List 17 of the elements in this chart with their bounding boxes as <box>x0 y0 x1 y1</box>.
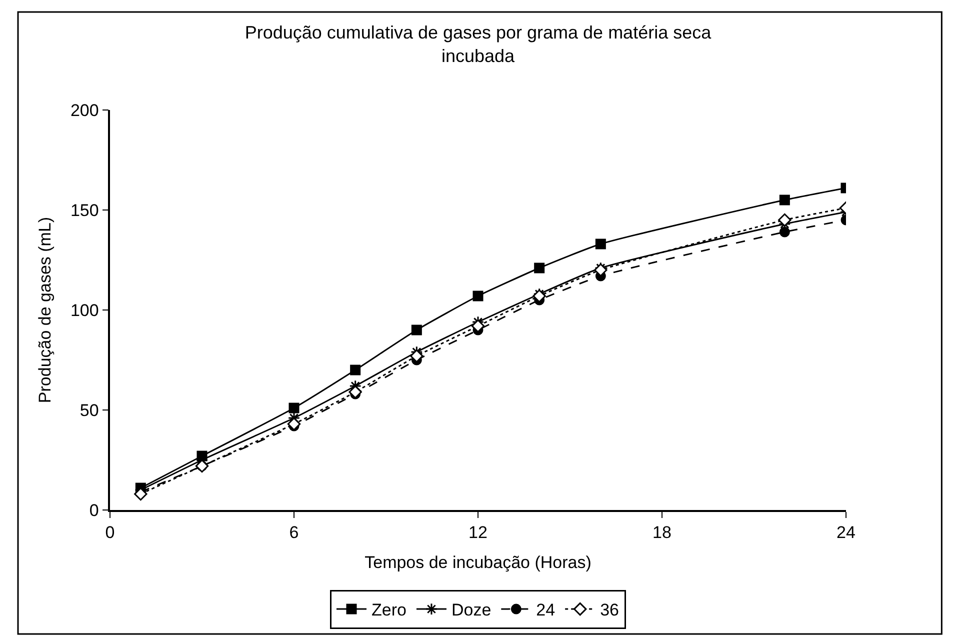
x-tick-label: 6 <box>289 523 299 542</box>
y-tick-label: 100 <box>70 300 99 320</box>
y-tick-label: 50 <box>80 400 99 420</box>
y-tick-label: 150 <box>70 200 99 220</box>
y-tick-label: 0 <box>89 500 99 520</box>
legend-label: 36 <box>600 600 619 620</box>
x-tick-label: 18 <box>652 523 672 542</box>
x-tick-label: 24 <box>836 523 856 542</box>
chart-title: Produção cumulativa de gases por grama de matéria seca incubada <box>244 22 712 66</box>
legend-label: 24 <box>536 600 556 620</box>
legend-label: Zero <box>372 600 406 620</box>
x-tick-label: 12 <box>468 523 488 542</box>
y-tick-label: 200 <box>70 100 99 120</box>
legend-label: Doze <box>451 600 492 620</box>
x-axis-title: Tempos de incubação (Horas) <box>364 553 592 572</box>
y-axis-title: Produção de gases (mL) <box>36 216 55 404</box>
x-tick-label: 0 <box>105 523 115 542</box>
